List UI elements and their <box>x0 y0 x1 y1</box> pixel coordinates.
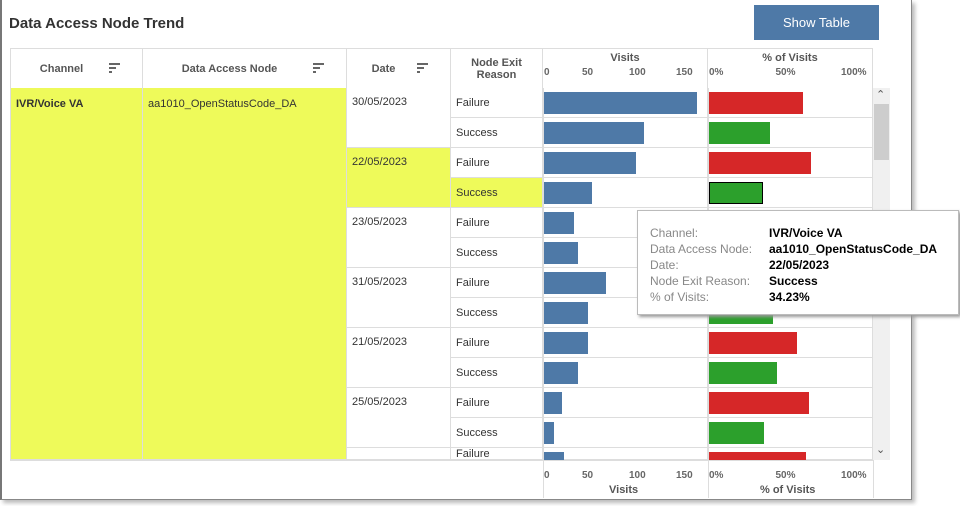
visits-bar[interactable] <box>544 422 555 444</box>
sort-icon[interactable] <box>313 63 324 75</box>
visits-bar[interactable] <box>544 242 578 264</box>
tooltip-key: Node Exit Reason: <box>650 274 751 288</box>
visits-tick: 0 <box>544 470 550 481</box>
visits-bar[interactable] <box>544 92 698 114</box>
reason-cell[interactable]: Failure <box>451 448 543 460</box>
tooltip-row: Channel: IVR/Voice VA <box>650 225 946 241</box>
header-label: Channel <box>39 62 84 75</box>
page-title: Data Access Node Trend <box>9 15 185 32</box>
date-cell[interactable]: 21/05/2023 <box>347 328 451 388</box>
reason-cell[interactable]: Failure <box>451 88 543 118</box>
pct-tick: 50% <box>775 67 796 78</box>
tooltip-value: aa1010_OpenStatusCode_DA <box>769 242 938 256</box>
header-label: Date <box>371 62 396 75</box>
tooltip-value: 34.23% <box>769 290 810 304</box>
pct-axis-title: % of Visits <box>760 484 816 496</box>
sort-icon[interactable] <box>417 63 428 75</box>
visits-bar[interactable] <box>544 452 564 460</box>
axis-title: Visits <box>610 52 640 64</box>
pct-bar[interactable] <box>709 452 807 460</box>
scroll-up-icon[interactable]: ⌃ <box>876 89 886 101</box>
header-visits: Visits <box>543 48 708 88</box>
pct-bar[interactable] <box>709 422 764 444</box>
pct-bar[interactable] <box>709 152 812 174</box>
header-date[interactable]: Date <box>347 48 451 88</box>
reason-cell[interactable]: Success <box>451 418 543 448</box>
tooltip-value: 22/05/2023 <box>769 258 830 272</box>
visits-tick: 50 <box>582 67 594 78</box>
pct-bar[interactable] <box>709 92 804 114</box>
reason-cell[interactable]: Failure <box>451 268 543 298</box>
visits-bar[interactable] <box>544 302 589 324</box>
pct-bar[interactable] <box>709 332 797 354</box>
reason-cell[interactable]: Failure <box>451 208 543 238</box>
date-cell[interactable] <box>347 448 451 460</box>
visits-tick: 150 <box>676 67 693 78</box>
pct-tick: 0% <box>709 67 724 78</box>
tooltip-row: Data Access Node: aa1010_OpenStatusCode_D… <box>650 241 946 257</box>
tooltip-key: Channel: <box>650 226 699 240</box>
pct-tick: 100% <box>841 470 867 481</box>
visits-tick: 150 <box>676 470 693 481</box>
visits-bar[interactable] <box>544 272 607 294</box>
tooltip-key: Date: <box>650 258 679 272</box>
tooltip-row: % of Visits: 34.23% <box>650 289 946 305</box>
reason-cell[interactable]: Success <box>451 358 543 388</box>
visits-bar[interactable] <box>544 212 575 234</box>
show-table-button[interactable]: Show Table <box>754 5 879 40</box>
tooltip-row: Date: 22/05/2023 <box>650 257 946 273</box>
header-channel[interactable]: Channel <box>10 48 143 88</box>
pct-bar[interactable] <box>709 392 810 414</box>
visits-tick: 50 <box>582 470 594 481</box>
pct-tick: 50% <box>775 470 796 481</box>
pct-bar[interactable] <box>709 182 763 204</box>
tooltip-value: IVR/Voice VA <box>769 226 843 240</box>
scroll-down-icon[interactable]: ⌄ <box>876 444 886 456</box>
date-cell[interactable]: 31/05/2023 <box>347 268 451 328</box>
visits-tick: 100 <box>629 470 646 481</box>
visits-bar[interactable] <box>544 362 578 384</box>
header-node[interactable]: Data Access Node <box>143 48 347 88</box>
tooltip-key: % of Visits: <box>650 290 710 304</box>
visits-bar[interactable] <box>544 332 589 354</box>
header-pct: % of Visits <box>708 48 873 88</box>
pct-tick: 0% <box>709 470 724 481</box>
channel-cell[interactable]: IVR/Voice VA <box>10 88 143 460</box>
visits-bar[interactable] <box>544 122 644 144</box>
visits-tick: 100 <box>629 67 646 78</box>
header-label: Data Access Node <box>181 62 278 75</box>
date-cell[interactable]: 25/05/2023 <box>347 388 451 448</box>
node-cell[interactable]: aa1010_OpenStatusCode_DA <box>143 88 347 460</box>
pct-bar[interactable] <box>709 362 777 384</box>
scroll-thumb[interactable] <box>874 104 889 160</box>
tooltip-key: Data Access Node: <box>650 242 753 256</box>
visits-bar[interactable] <box>544 392 562 414</box>
reason-cell[interactable]: Success <box>451 238 543 268</box>
date-cell[interactable]: 23/05/2023 <box>347 208 451 268</box>
visits-bar[interactable] <box>544 182 592 204</box>
date-cell[interactable]: 22/05/2023 <box>347 148 451 208</box>
tooltip: Channel: IVR/Voice VA Data Access Node: aa1… <box>637 210 959 315</box>
visits-bar[interactable] <box>544 152 637 174</box>
reason-cell[interactable]: Success <box>451 118 543 148</box>
date-cell[interactable]: 30/05/2023 <box>347 88 451 148</box>
reason-cell[interactable]: Failure <box>451 328 543 358</box>
visits-axis-title: Visits <box>609 484 639 496</box>
visits-tick: 0 <box>544 67 550 78</box>
sort-icon[interactable] <box>109 63 120 75</box>
axis-title: % of Visits <box>762 52 818 64</box>
header-reason[interactable]: Node Exit Reason <box>451 48 543 88</box>
tooltip-row: Node Exit Reason: Success <box>650 273 946 289</box>
pct-tick: 100% <box>841 67 867 78</box>
reason-cell[interactable]: Failure <box>451 148 543 178</box>
reason-cell[interactable]: Success <box>451 178 543 208</box>
tooltip-value: Success <box>769 274 818 288</box>
pct-bar[interactable] <box>709 122 771 144</box>
reason-cell[interactable]: Failure <box>451 388 543 418</box>
reason-cell[interactable]: Success <box>451 298 543 328</box>
